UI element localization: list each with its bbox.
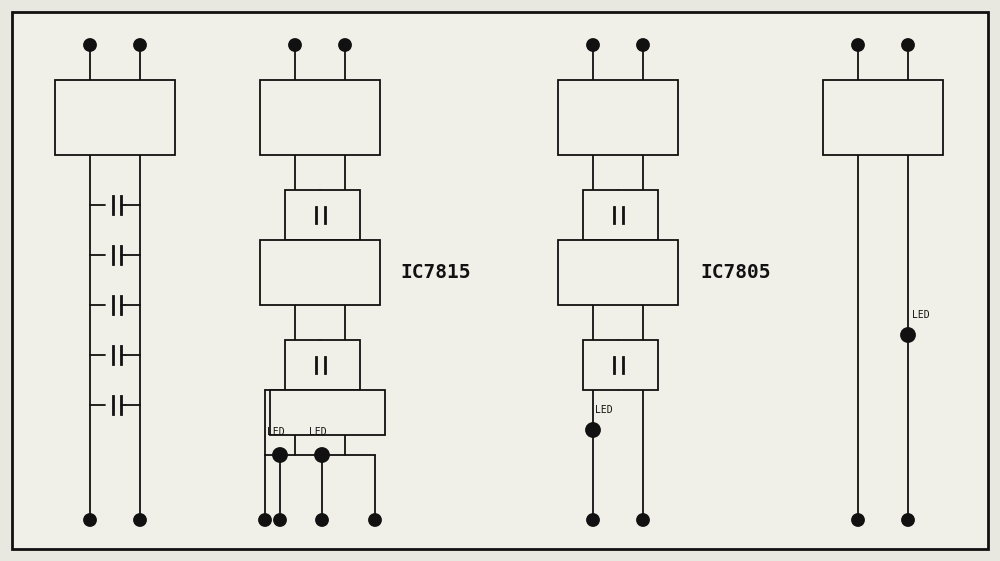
- Bar: [285, 190, 360, 240]
- Text: IC7805: IC7805: [700, 263, 770, 282]
- Text: LED: LED: [912, 310, 930, 320]
- Circle shape: [587, 514, 599, 526]
- Circle shape: [259, 514, 271, 526]
- Bar: [558, 240, 678, 305]
- Circle shape: [134, 514, 146, 526]
- Circle shape: [273, 448, 287, 462]
- Circle shape: [637, 39, 649, 51]
- Circle shape: [315, 448, 329, 462]
- Circle shape: [369, 514, 381, 526]
- Text: LED: LED: [595, 405, 613, 415]
- Circle shape: [316, 514, 328, 526]
- Circle shape: [84, 39, 96, 51]
- Bar: [583, 340, 658, 390]
- Text: LED: LED: [267, 427, 285, 437]
- Bar: [285, 340, 360, 390]
- Bar: [558, 80, 678, 155]
- Bar: [260, 240, 380, 305]
- Text: IC7815: IC7815: [400, 263, 471, 282]
- Circle shape: [901, 328, 915, 342]
- Circle shape: [84, 514, 96, 526]
- Text: LED: LED: [309, 427, 327, 437]
- Circle shape: [339, 39, 351, 51]
- Bar: [583, 190, 658, 240]
- Bar: [823, 80, 943, 155]
- Circle shape: [274, 514, 286, 526]
- Bar: [270, 390, 385, 435]
- Circle shape: [134, 39, 146, 51]
- Bar: [55, 80, 175, 155]
- Circle shape: [902, 514, 914, 526]
- Circle shape: [587, 39, 599, 51]
- Bar: [260, 80, 380, 155]
- Circle shape: [902, 39, 914, 51]
- Circle shape: [637, 514, 649, 526]
- Circle shape: [852, 39, 864, 51]
- Circle shape: [289, 39, 301, 51]
- Circle shape: [586, 423, 600, 437]
- Circle shape: [852, 514, 864, 526]
